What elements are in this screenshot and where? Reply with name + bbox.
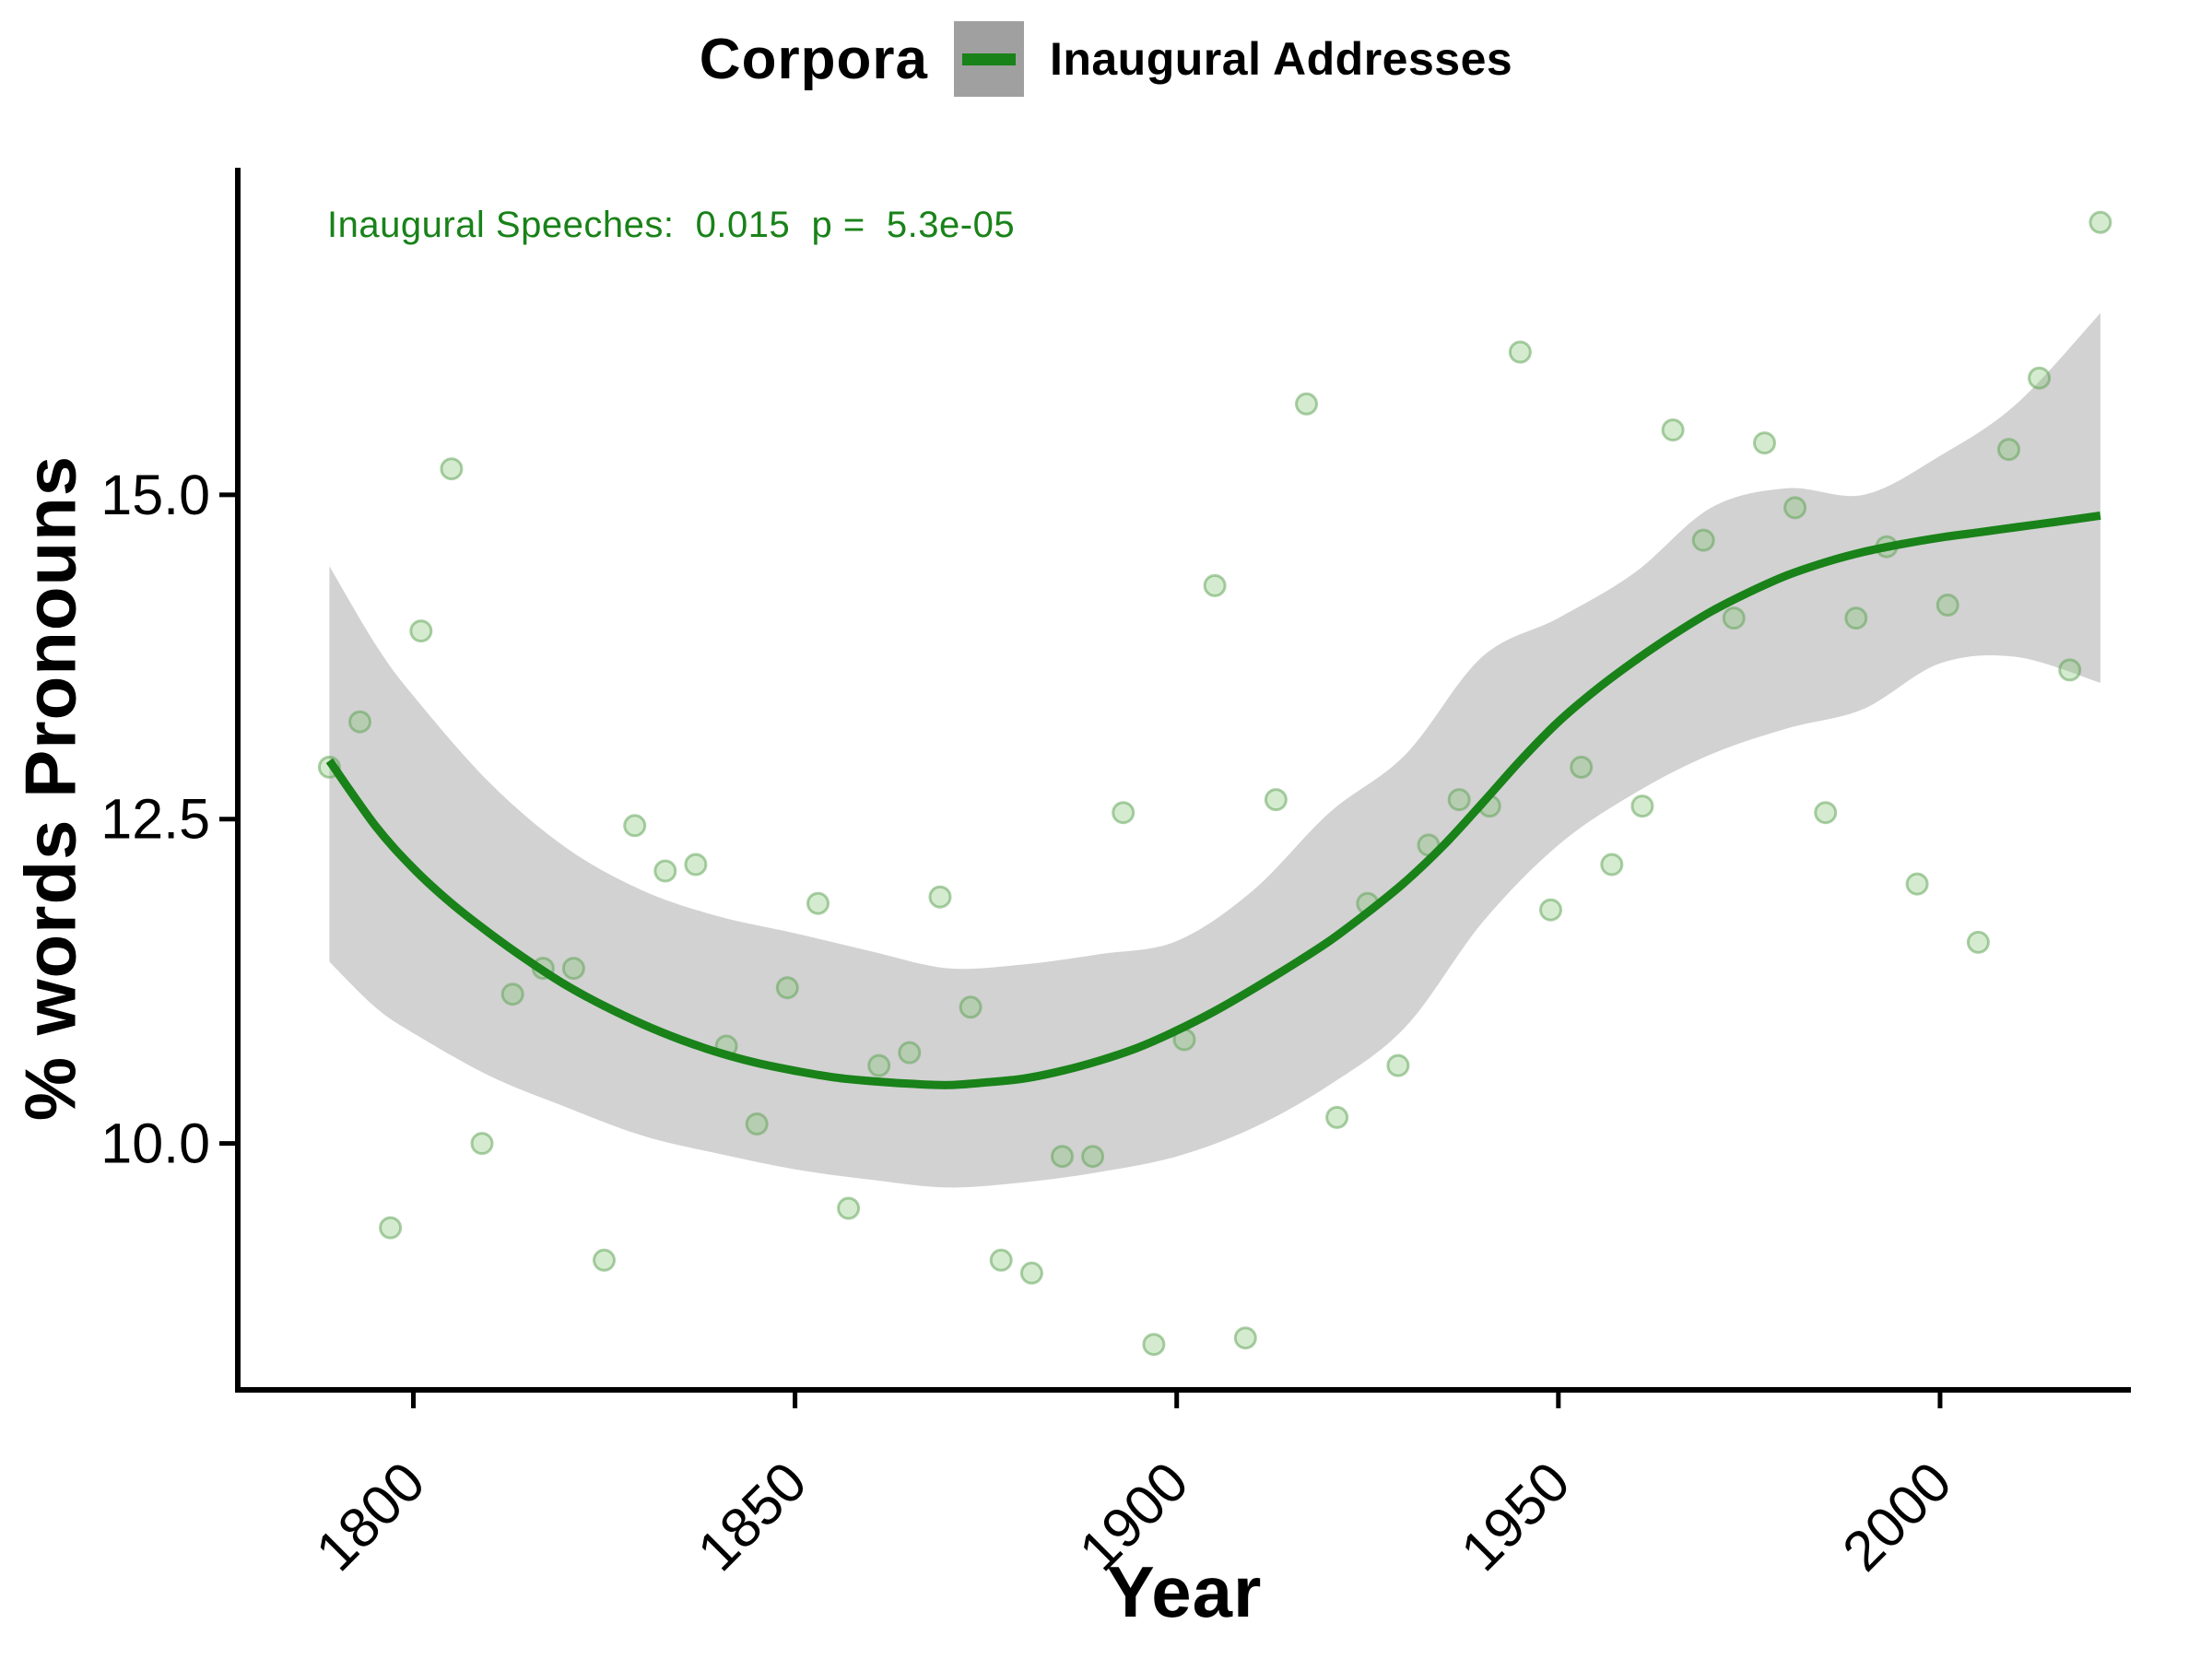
data-point — [653, 859, 677, 883]
data-point — [623, 814, 647, 838]
chart-title: Corpora — [699, 27, 928, 91]
data-point — [867, 1053, 891, 1077]
data-point — [1051, 1145, 1074, 1169]
data-point — [775, 976, 799, 1000]
data-point — [1447, 788, 1471, 812]
data-point — [1386, 1053, 1410, 1077]
legend-row: Corpora Inaugural Addresses — [0, 17, 2212, 101]
data-point — [1019, 1261, 1043, 1285]
data-point — [409, 619, 433, 643]
data-point — [1936, 594, 1959, 617]
data-point — [1600, 853, 1624, 877]
data-point — [379, 1216, 403, 1240]
data-point — [898, 1041, 922, 1065]
x-axis-title: Year — [1106, 1551, 1263, 1632]
data-point — [1783, 496, 1807, 520]
smooth-trend-line — [325, 511, 2101, 1089]
data-point — [806, 891, 830, 915]
data-point — [2028, 366, 2052, 390]
data-point — [1722, 606, 1746, 630]
data-point — [1203, 573, 1227, 597]
scatter-points — [317, 210, 2112, 1357]
data-point — [1508, 340, 1532, 364]
data-point — [1142, 1333, 1166, 1357]
data-point — [1905, 872, 1929, 896]
regression-annotation: Inaugural Speeches: 0.015 p = 5.3e-05 — [327, 205, 1016, 245]
data-point — [1630, 794, 1654, 818]
data-point — [928, 885, 952, 909]
data-point — [959, 995, 982, 1019]
data-point — [1295, 392, 1318, 416]
data-point — [989, 1248, 1013, 1272]
data-point — [1081, 1145, 1105, 1169]
y-tick-label: 10.0 — [100, 1112, 210, 1175]
data-point — [2058, 658, 2082, 682]
data-point — [1570, 755, 1594, 779]
data-point — [1233, 1326, 1257, 1350]
y-tick-label: 12.5 — [100, 788, 210, 851]
data-point — [593, 1248, 616, 1272]
data-point — [1264, 788, 1288, 812]
data-point — [1814, 801, 1838, 825]
y-axis-title: % words Pronouns — [9, 454, 91, 1122]
legend-line-icon — [961, 53, 1016, 65]
data-point — [684, 853, 708, 877]
legend-key — [953, 21, 1024, 97]
y-tick-label: 15.0 — [100, 464, 210, 526]
data-point — [1539, 898, 1562, 922]
data-point — [1997, 438, 2020, 462]
legend-label: Inaugural Addresses — [1049, 33, 1513, 85]
data-point — [348, 710, 371, 734]
data-point — [1112, 801, 1135, 825]
data-point — [470, 1132, 494, 1156]
data-point — [1325, 1105, 1349, 1129]
confidence-ribbon — [329, 312, 2100, 1188]
data-point — [1691, 528, 1715, 552]
data-point — [745, 1112, 769, 1135]
data-point — [1753, 431, 1776, 455]
data-point — [837, 1196, 861, 1220]
data-point — [561, 957, 585, 981]
data-point — [2088, 210, 2112, 234]
data-point — [1966, 930, 1990, 954]
data-point — [1844, 606, 1868, 630]
data-point — [440, 457, 464, 481]
data-point — [500, 982, 524, 1006]
data-point — [1661, 418, 1685, 441]
